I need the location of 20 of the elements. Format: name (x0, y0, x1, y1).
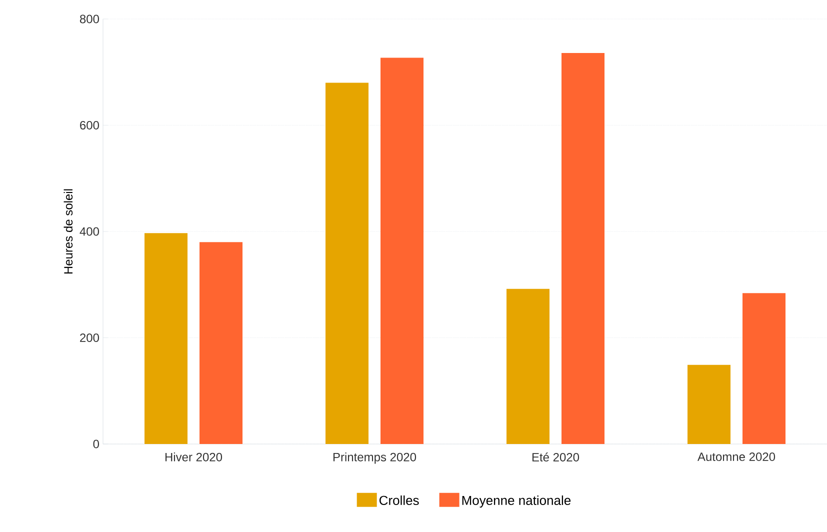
bar (326, 82, 369, 444)
y-tick-label: 0 (93, 440, 100, 448)
bar (742, 293, 786, 444)
legend-label: Moyenne nationale (462, 495, 571, 508)
x-tick-label: Eté 2020 (532, 452, 580, 462)
bar (506, 288, 550, 444)
y-tick-label: 400 (80, 227, 100, 236)
y-tick-label: 200 (80, 333, 100, 342)
y-axis-title: Heures de soleil (64, 189, 73, 274)
x-tick-label: Hiver 2020 (165, 452, 222, 462)
x-tick-label: Automne 2020 (697, 452, 776, 462)
bar (562, 52, 605, 444)
bar (144, 233, 188, 444)
bar (200, 242, 243, 444)
legend-label: Crolles (380, 495, 419, 506)
bar (380, 58, 424, 444)
y-tick-label: 600 (80, 120, 100, 130)
x-tick-label: Printemps 2020 (333, 452, 416, 464)
bar (688, 364, 730, 444)
y-tick-label: 800 (80, 14, 100, 24)
